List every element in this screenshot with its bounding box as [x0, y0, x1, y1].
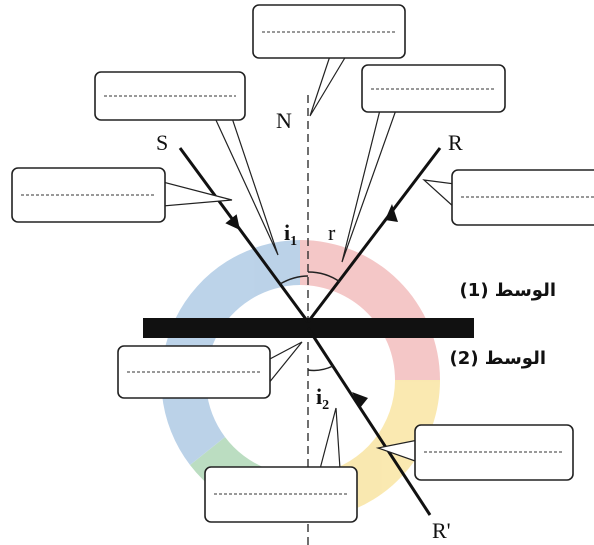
pointer — [319, 407, 341, 470]
incident-ray — [178, 147, 310, 323]
pointer — [267, 341, 303, 386]
medium-2: الوسط (2) — [450, 348, 546, 369]
angle-i2-letter: i — [316, 384, 322, 409]
angle-r: r — [328, 220, 336, 245]
arrow — [225, 214, 240, 230]
angle-i2-sub: 2 — [322, 398, 329, 413]
refracted-ray — [306, 327, 432, 516]
label-n: N — [276, 108, 292, 133]
medium-1: الوسط (1) — [460, 280, 556, 301]
pointer — [422, 179, 456, 210]
pointer — [309, 55, 348, 117]
angle-arc — [307, 271, 341, 283]
arrow — [385, 204, 398, 222]
arrow — [352, 392, 368, 408]
label-r-prime: R' — [432, 518, 451, 543]
angle-i2: i2 — [316, 384, 329, 413]
pointer — [214, 117, 279, 256]
label-r: R — [448, 130, 463, 155]
angle-arc — [307, 365, 334, 372]
angle-i1-sub: 1 — [290, 234, 297, 249]
reflected-ray — [306, 147, 442, 323]
angle-i1: i1 — [284, 220, 297, 249]
label-s: S — [156, 130, 168, 155]
angle-arc — [279, 275, 309, 285]
callouts — [11, 4, 594, 523]
angle-i1-letter: i — [284, 220, 290, 245]
